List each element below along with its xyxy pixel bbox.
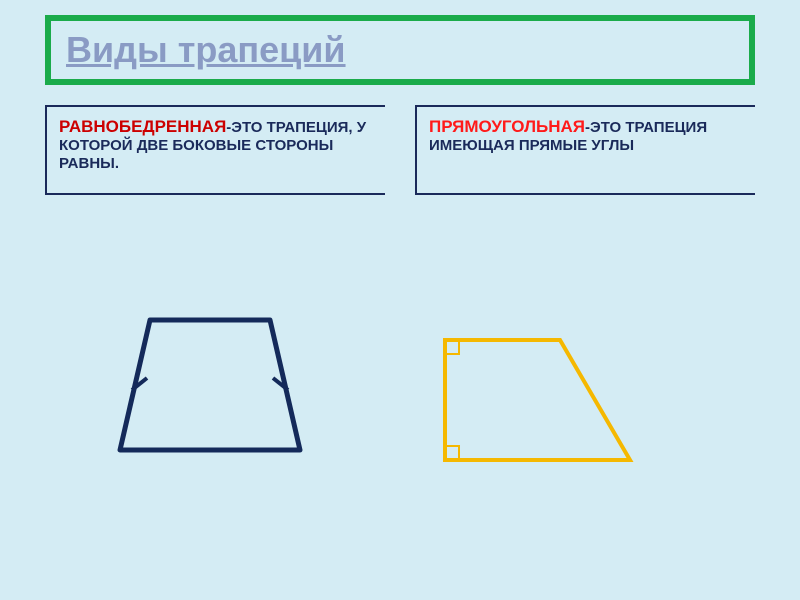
title-box: Виды трапеций <box>45 15 755 85</box>
term-isosceles: РАВНОБЕДРЕННАЯ <box>59 117 226 136</box>
right-trapezoid-diagram <box>430 325 680 495</box>
term-right-angle: ПРЯМОУГОЛЬНАЯ <box>429 117 585 136</box>
definitions-row: РАВНОБЕДРЕННАЯ-ЭТО ТРАПЕЦИЯ, У КОТОРОЙ Д… <box>45 105 755 195</box>
page-title: Виды трапеций <box>66 29 346 71</box>
shapes-area <box>0 250 800 570</box>
definition-isosceles: РАВНОБЕДРЕННАЯ-ЭТО ТРАПЕЦИЯ, У КОТОРОЙ Д… <box>45 105 385 195</box>
definition-right-angle: ПРЯМОУГОЛЬНАЯ-ЭТО ТРАПЕЦИЯ ИМЕЮЩАЯ ПРЯМЫ… <box>415 105 755 195</box>
isosceles-trapezoid-diagram <box>110 290 350 480</box>
